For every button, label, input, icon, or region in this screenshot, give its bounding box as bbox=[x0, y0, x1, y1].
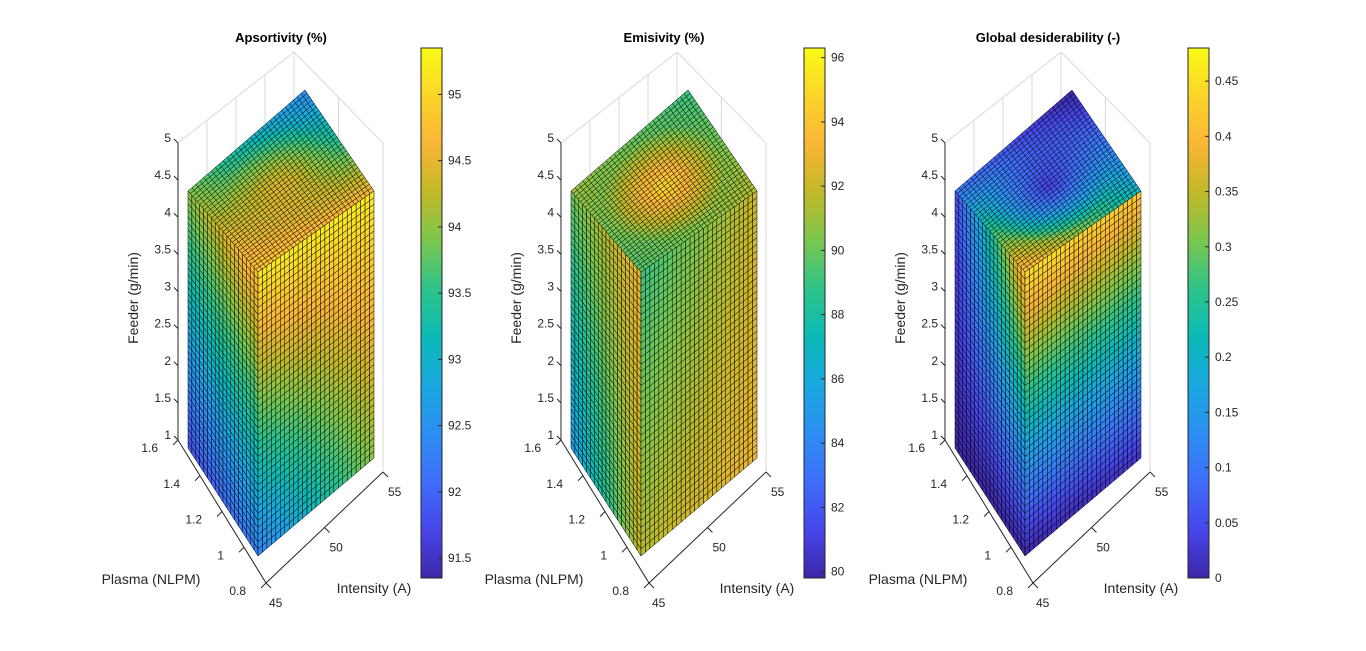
chart-title: Apsortivity (%) bbox=[235, 30, 327, 45]
x-tick bbox=[216, 511, 223, 517]
z-tick-label: 1.5 bbox=[154, 391, 171, 405]
z-tick-label: 1 bbox=[164, 428, 171, 442]
x-tick-label: 1.4 bbox=[163, 477, 180, 491]
z-tick-label: 2 bbox=[164, 354, 171, 368]
x-axis-label: Plasma (NLPM) bbox=[102, 571, 201, 587]
panel-emisivity: Emisivity (%) Feeder (g/min) Plasma (NLP… bbox=[485, 30, 845, 610]
y-axis-label: Intensity (A) bbox=[337, 580, 412, 596]
y-axis-label: Intensity (A) bbox=[720, 580, 795, 596]
colorbar-tick-label: 94.5 bbox=[448, 154, 472, 168]
surface bbox=[187, 89, 375, 557]
colorbar-tick-label: 91.5 bbox=[448, 551, 472, 565]
colorbar-tick-label: 92.5 bbox=[448, 419, 472, 433]
z-tick bbox=[173, 361, 179, 367]
x-tick bbox=[260, 582, 267, 589]
colorbar-tick-label: 93.5 bbox=[448, 286, 472, 300]
y-tick-label: 50 bbox=[330, 541, 344, 555]
x-tick-label: 1.2 bbox=[185, 513, 202, 527]
x-tick-label: 0.8 bbox=[229, 584, 246, 598]
z-tick bbox=[173, 250, 179, 255]
x-tick bbox=[238, 546, 245, 553]
chart-title: Emisivity (%) bbox=[624, 30, 705, 45]
colorbar-tick-label: 92 bbox=[448, 485, 462, 499]
x-tick-label: 1 bbox=[217, 548, 224, 562]
y-tick bbox=[382, 471, 389, 478]
panel-apsortivity: Apsortivity (%) Feeder (g/min) Plasma (N… bbox=[102, 30, 472, 610]
y-tick-label: 45 bbox=[269, 596, 283, 610]
z-tick bbox=[173, 138, 179, 144]
z-tick bbox=[173, 212, 179, 218]
z-tick-label: 3 bbox=[164, 280, 171, 294]
x-axis-label: Plasma (NLPM) bbox=[485, 571, 584, 587]
colorbar-tick-label: 95 bbox=[448, 87, 462, 101]
x-tick bbox=[172, 439, 179, 446]
z-tick-label: 4 bbox=[164, 205, 171, 219]
y-tick bbox=[324, 527, 330, 533]
z-tick bbox=[173, 324, 179, 329]
colorbar-tick-label: 93 bbox=[448, 352, 462, 366]
z-tick bbox=[173, 398, 179, 404]
z-tick-label: 3.5 bbox=[154, 242, 171, 256]
colorbar-tick-label: 94 bbox=[448, 220, 462, 234]
z-axis-label: Feeder (g/min) bbox=[508, 252, 524, 344]
colorbar: 91.5 92 92.5 93 93.5 94 94.5 95 bbox=[420, 47, 472, 579]
z-tick bbox=[173, 175, 179, 181]
z-tick bbox=[173, 287, 179, 292]
z-tick-label: 2.5 bbox=[154, 317, 171, 331]
z-tick bbox=[173, 435, 179, 441]
x-tick-label: 1.6 bbox=[141, 441, 158, 455]
colorbar-gradient bbox=[420, 47, 443, 579]
z-axis-label: Feeder (g/min) bbox=[125, 252, 141, 344]
surface bbox=[570, 89, 758, 557]
z-tick-label: 5 bbox=[164, 131, 171, 145]
z-tick-label: 4.5 bbox=[154, 168, 171, 182]
y-tick-label: 55 bbox=[388, 485, 402, 499]
x-tick bbox=[194, 475, 201, 482]
y-tick bbox=[265, 582, 272, 589]
